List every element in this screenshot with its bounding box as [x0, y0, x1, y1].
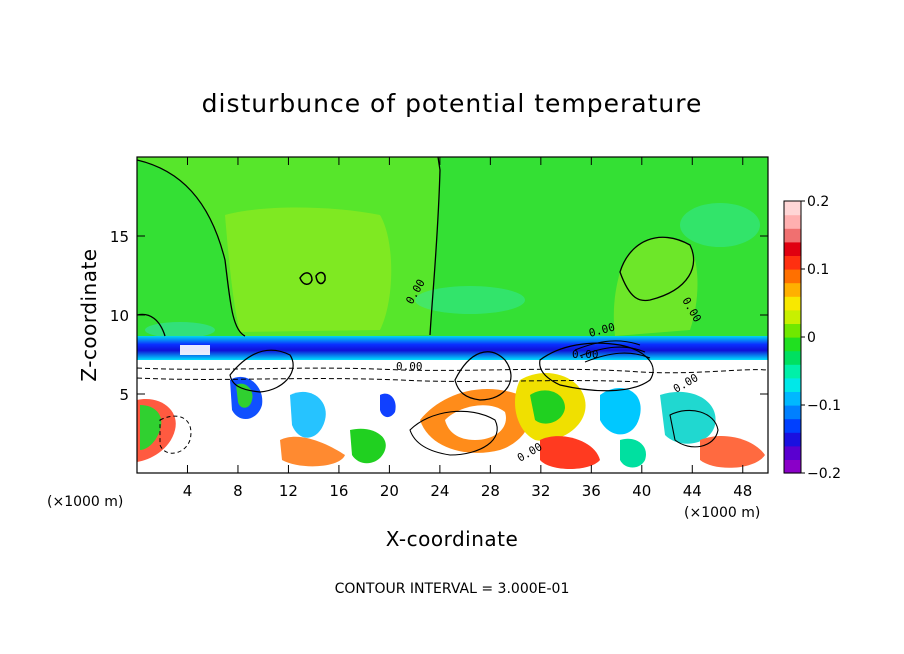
field-lower-blob — [660, 391, 716, 444]
colorbar: 0.2 0.1 0 −0.1 −0.2 — [783, 194, 841, 482]
colorbar-swatch — [784, 228, 801, 243]
contour-line — [539, 342, 654, 392]
y-axis-title: Z-coordinate — [77, 248, 101, 381]
contour-line — [409, 410, 498, 456]
colorbar-tick-label: 0 — [807, 330, 816, 346]
field-lower-blob — [600, 387, 641, 435]
field-band — [137, 336, 768, 360]
colorbar-swatch — [784, 391, 801, 406]
contour-line — [137, 367, 768, 374]
colorbar-swatch — [784, 350, 801, 365]
contour-line — [574, 340, 651, 363]
colorbar-swatch — [784, 459, 801, 474]
field-lower-blob — [540, 436, 600, 469]
contour-line — [429, 157, 441, 336]
contour-line — [454, 351, 512, 401]
contour-line — [229, 349, 294, 393]
contour-interval-text: CONTOUR INTERVAL = 3.000E-01 — [335, 581, 570, 597]
colorbar-swatch — [784, 364, 801, 379]
contour-line — [137, 159, 246, 337]
x-tick-label: 20 — [380, 482, 399, 500]
colorbar-swatch — [784, 445, 801, 460]
field-lower-blob — [620, 438, 646, 468]
x-tick-label: 36 — [582, 482, 601, 500]
colorbar-swatch — [784, 201, 801, 216]
x-axis-title: X-coordinate — [386, 527, 519, 551]
field-upper-light-region — [225, 207, 392, 332]
field-lower-blob — [380, 393, 396, 418]
x-tick-label: 28 — [481, 482, 500, 500]
contour-label: 0.00 — [572, 348, 599, 361]
field-lower-blob — [350, 428, 386, 464]
colorbar-tick-label: 0.2 — [807, 194, 829, 210]
x-tick-label: 24 — [430, 482, 449, 500]
field-lower-blob — [140, 405, 162, 450]
colorbar-swatch — [784, 269, 801, 284]
y-tick-label: 15 — [110, 228, 129, 246]
contour-label: 0.00 — [396, 360, 423, 373]
x-tick-label: 12 — [279, 482, 298, 500]
colorbar-tick-label: 0.1 — [807, 262, 829, 278]
colorbar-tick-label: −0.2 — [807, 466, 841, 482]
colorbar-swatch — [784, 418, 801, 433]
colorbar-swatch — [784, 337, 801, 352]
colorbar-swatch — [784, 432, 801, 447]
x-axis: 4 8 12 16 20 24 28 32 36 40 44 48 — [183, 157, 752, 500]
colorbar-swatch — [784, 323, 801, 338]
colorbar-swatch — [784, 282, 801, 297]
field-cyan-patch — [415, 286, 525, 314]
colorbar-swatch — [784, 296, 801, 311]
colorbar-swatch — [784, 405, 801, 420]
colorbar-tick-label: −0.1 — [807, 398, 841, 414]
colorbar-swatch — [784, 309, 801, 324]
field-cyan-patch — [680, 203, 760, 247]
y-tick-label: 10 — [110, 307, 129, 325]
x-tick-label: 8 — [233, 482, 243, 500]
field-upper-light-region — [613, 237, 698, 336]
x-tick-label: 40 — [632, 482, 651, 500]
x-tick-label: 16 — [329, 482, 348, 500]
colorbar-swatch — [784, 255, 801, 270]
chart-title: disturbunce of potential temperature — [202, 89, 703, 118]
x-tick-label: 32 — [531, 482, 550, 500]
colorbar-swatch — [784, 377, 801, 392]
colorbar-swatch — [784, 241, 801, 256]
field-lower-blob — [280, 436, 345, 467]
contour-line — [619, 236, 695, 302]
x-tick-label: 44 — [683, 482, 702, 500]
contour-line — [159, 415, 192, 454]
y-axis: 5 10 15 — [110, 228, 768, 404]
field-band-white-gap — [180, 345, 210, 355]
contour-line — [669, 409, 719, 448]
contour-line — [299, 271, 326, 285]
x-axis-unit: (×1000 m) — [684, 505, 760, 521]
x-tick-label: 48 — [733, 482, 752, 500]
x-tick-label: 4 — [183, 482, 193, 500]
contour-line — [137, 377, 641, 383]
field-cyan-patch — [145, 322, 215, 338]
field-lower-blob — [700, 435, 765, 468]
field-lower-blob — [530, 390, 565, 424]
field-lower-blob — [445, 405, 506, 440]
y-axis-unit: (×1000 m) — [47, 494, 123, 510]
y-tick-label: 5 — [119, 386, 129, 404]
colorbar-swatch — [784, 214, 801, 229]
field-lower-blob — [290, 391, 326, 438]
plot-area — [137, 157, 768, 473]
